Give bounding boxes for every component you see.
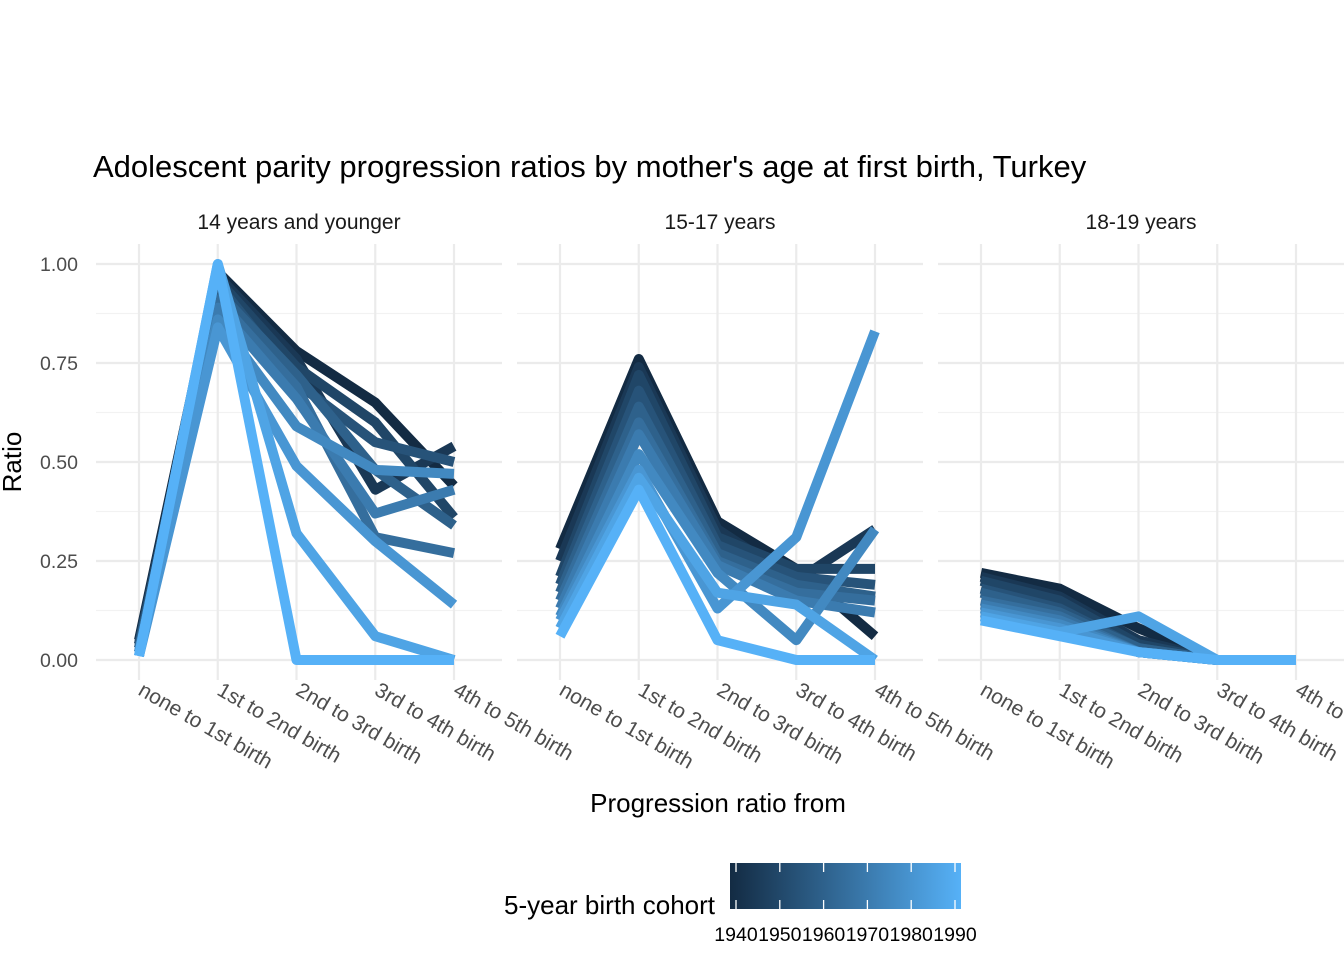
series-line-1990 [555,484,875,665]
legend-tick-label: 1990 [933,924,977,946]
series-line-1980 [134,322,458,658]
legend-tick-label: 1940 [714,924,758,946]
legend-ticks: 1940 1950 1960 1970 1980 1990 [714,863,977,946]
legend-tick-label: 1960 [802,924,846,946]
legend-colorbar [730,863,961,909]
legend-tick-label: 1950 [758,924,802,946]
series-line-1975 [555,449,880,646]
y-axis-title: Ratio [0,432,27,493]
legend: 5-year birth cohort 1940 1950 1960 1970 1980… [504,863,977,946]
x-axis-title: Progression ratio from [590,788,846,818]
legend-tick-label: 1970 [846,924,890,946]
x-tick-label: none to 1st birth [977,678,1119,773]
series-lines [555,329,880,665]
series-line-1990 [980,615,1296,665]
series-line-1990 [134,259,454,665]
series-line-1985 [555,472,878,665]
y-tick-label: 1.00 [40,254,78,276]
facet-strip-label: 18-19 years [1086,211,1197,234]
series-lines [979,567,1296,665]
series-lines [134,259,458,665]
y-tick-label: 0.75 [40,353,78,375]
facet-strip-label: 14 years and younger [197,211,400,234]
x-tick-label: none to 1st birth [556,678,698,773]
y-axis: 0.00 0.25 0.50 0.75 1.00 [40,254,78,672]
chart-title: Adolescent parity progression ratios by … [93,149,1087,184]
y-tick-label: 0.00 [40,650,78,672]
y-tick-label: 0.25 [40,551,78,573]
legend-tick-label: 1980 [890,924,934,946]
x-tick-label: none to 1st birth [135,678,277,773]
y-tick-label: 0.50 [40,452,78,474]
facet-strip-label: 15-17 years [665,211,776,234]
legend-title: 5-year birth cohort [504,890,716,920]
